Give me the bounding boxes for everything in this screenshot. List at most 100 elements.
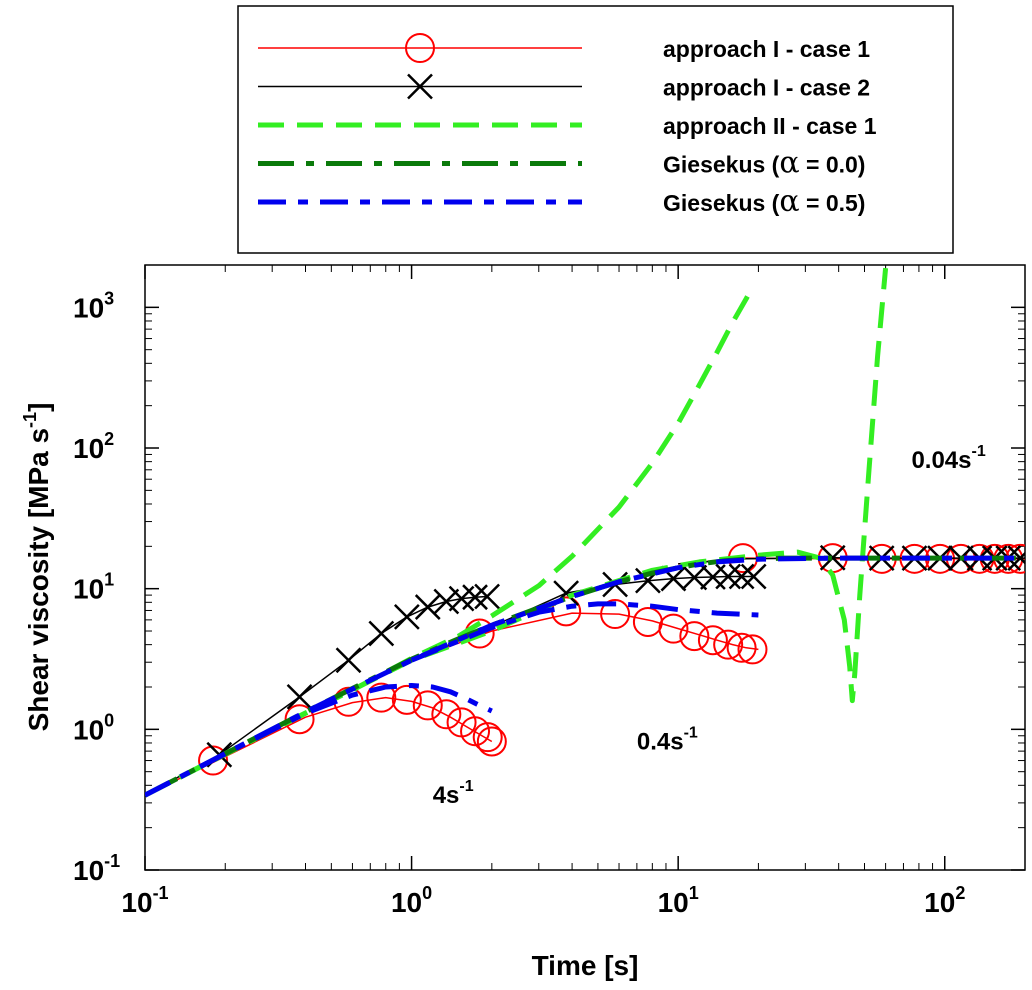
legend-box	[237, 5, 954, 254]
data-point-circle	[431, 699, 462, 730]
legend-marker-cross	[407, 73, 433, 100]
x-tick-label-base: 10	[391, 887, 422, 918]
data-point-circle	[472, 722, 503, 753]
y-tick-label: 103	[73, 288, 114, 323]
annotation-sup: -1	[972, 443, 986, 460]
annotation-sup: -1	[684, 724, 698, 741]
data-point-circle	[697, 625, 728, 656]
data-point-cross	[414, 594, 441, 620]
y-axis-label: Shear viscosity [MPa s-1]	[20, 403, 54, 732]
legend-label-2: approach I - case 2	[663, 75, 870, 101]
data-point-cross	[715, 563, 742, 590]
x-axis-label: Time [s]	[532, 950, 639, 981]
y-tick-label-exp: 3	[104, 288, 114, 308]
data-point-circle	[713, 629, 744, 660]
annotation-rate: 0.04s-1	[911, 443, 985, 474]
data-point-circle	[198, 745, 229, 776]
y-tick-label-exp: -1	[104, 851, 120, 871]
series-line	[145, 555, 1025, 798]
y-tick-label-base: 10	[73, 714, 104, 745]
series-line	[145, 595, 488, 796]
y-tick-label-base: 10	[73, 433, 104, 464]
y-tick-label: 102	[73, 429, 114, 464]
data-point-circle	[679, 621, 710, 652]
legend-label-5: Giesekus (α = 0.5)	[663, 184, 865, 219]
x-tick-label: 10-1	[121, 883, 168, 918]
data-point-cross	[462, 584, 488, 611]
data-point-cross	[681, 564, 708, 591]
legend-label-3: approach II - case 1	[663, 113, 877, 139]
legend-label-4: Giesekus (α = 0.0)	[663, 146, 865, 181]
y-tick-label-exp: 2	[104, 429, 114, 449]
x-tick-label: 102	[924, 883, 965, 918]
legend: approach I - case 1 approach I - case 2 ap…	[237, 5, 954, 254]
y-tick-label-base: 10	[73, 292, 104, 323]
y-axis-label-close: ]	[23, 403, 54, 412]
data-point-cross	[1007, 545, 1025, 571]
data-point-cross	[474, 583, 500, 610]
data-point-circle	[476, 726, 507, 757]
legend-label-1: approach I - case 1	[663, 36, 870, 62]
series-line	[145, 267, 889, 798]
x-tick-label: 101	[658, 883, 699, 918]
series-group	[145, 267, 1025, 798]
legend-label-text: approach I - case 1	[663, 36, 870, 62]
legend-label-text-end: = 0.5)	[800, 190, 866, 216]
series-5	[145, 555, 1025, 798]
legend-label-text: approach I - case 2	[663, 75, 870, 101]
x-tick-label-exp: 0	[422, 883, 432, 903]
data-point-circle	[284, 704, 315, 735]
series-line	[410, 601, 759, 663]
series-line	[145, 696, 493, 796]
y-axis-label-main: Shear viscosity [MPa s	[23, 428, 54, 731]
data-point-cross	[286, 684, 313, 710]
series-1	[145, 543, 1025, 796]
data-point-circle	[366, 682, 397, 713]
data-point-cross	[393, 604, 420, 630]
legend-label-text-end: = 0.0)	[800, 152, 866, 178]
annotation-rate: 4s-1	[433, 778, 474, 809]
x-tick-label-base: 10	[924, 887, 955, 918]
data-point-cross	[448, 585, 475, 612]
series-line	[411, 612, 759, 661]
x-tick-label-exp: 2	[955, 883, 965, 903]
x-tick-label: 100	[391, 883, 432, 918]
data-point-circle	[658, 613, 689, 644]
y-tick-label-exp: 1	[104, 570, 114, 590]
y-tick-label: 10-1	[73, 851, 120, 886]
annotation-sup: -1	[459, 778, 473, 795]
data-point-circle	[460, 716, 491, 747]
legend-label-greek: α	[779, 184, 799, 219]
x-tick-label-exp: 1	[689, 883, 699, 903]
y-tick-label-base: 10	[73, 574, 104, 605]
plot-area	[144, 264, 1026, 871]
data-point-cross	[740, 563, 767, 590]
data-point-circle	[412, 690, 443, 721]
series-3	[145, 267, 889, 798]
annotation-rate: 0.4s-1	[637, 724, 698, 755]
series-2	[145, 544, 1025, 796]
x-tick-label-base: 10	[658, 887, 689, 918]
series-line	[145, 285, 755, 798]
legend-label-text: Giesekus (	[663, 152, 780, 178]
legend-marker-circle	[405, 33, 435, 63]
annotation-base: 0.04s	[911, 447, 971, 474]
annotations: 4s-10.4s-10.04s-1	[433, 443, 986, 809]
x-tick-label-base: 10	[121, 887, 152, 918]
data-point-circle	[391, 684, 422, 715]
y-axis-label-sup: -1	[20, 412, 40, 428]
y-tick-label: 100	[73, 710, 114, 745]
data-point-circle	[737, 634, 768, 665]
data-point-cross	[433, 588, 460, 615]
data-point-cross	[819, 544, 846, 571]
annotation-base: 4s	[433, 782, 460, 809]
y-tick-label: 101	[73, 570, 114, 605]
y-tick-label-exp: 0	[104, 710, 114, 730]
data-point-circle	[726, 632, 757, 663]
legend-label-text: Giesekus (	[663, 190, 780, 216]
x-tick-label-exp: -1	[153, 883, 169, 903]
legend-label-greek: α	[779, 146, 799, 181]
annotation-base: 0.4s	[637, 728, 684, 755]
